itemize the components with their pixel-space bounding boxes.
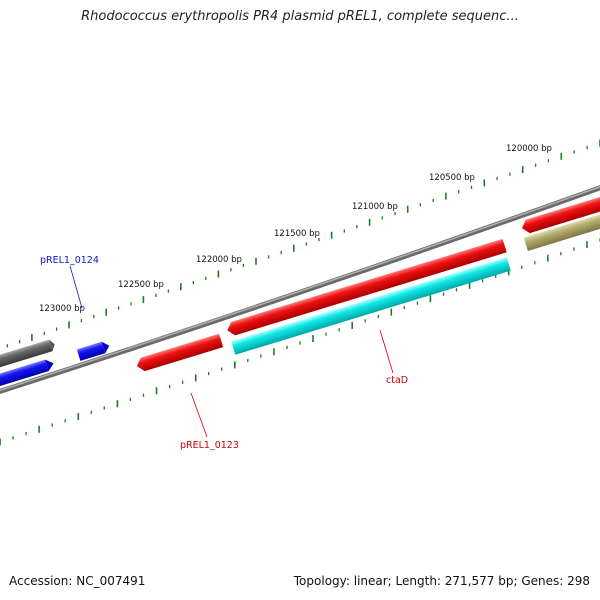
gene-blue-left[interactable] [0,358,55,389]
ruler-ticks-inner [0,238,600,446]
ruler-label-120500: 120500 bp [429,173,475,183]
gene-olive-right[interactable] [523,211,600,251]
gene-label-pREL1_0123: pREL1_0123 [180,440,239,451]
gene-gray-left[interactable] [0,338,56,369]
map-title: Rhodococcus erythropolis PR4 plasmid pRE… [81,9,519,24]
ruler-labels: 120000 bp 120500 bp 121000 bp 121500 bp … [39,144,552,314]
ruler-label-120000: 120000 bp [506,144,552,154]
gene-label-ctaD: ctaD [386,375,408,386]
plasmid-backbone [0,185,600,395]
label-leaders [69,265,394,438]
topology-summary: Topology: linear; Length: 271,577 bp; Ge… [293,574,590,588]
gene-red-upper[interactable] [225,238,507,337]
ruler-label-121000: 121000 bp [352,202,398,212]
gene-ctaD[interactable] [231,257,511,355]
gene-pREL1_0124[interactable] [76,340,111,361]
ruler-ticks-outer [6,139,600,348]
ruler-label-122000: 122000 bp [196,255,242,265]
ruler-label-123000: 123000 bp [39,304,85,314]
gene-pREL1_0123[interactable] [135,333,224,373]
gene-red-right[interactable] [520,193,600,235]
accession-text: Accession: NC_007491 [9,574,146,588]
ruler-label-122500: 122500 bp [118,280,164,290]
gene-label-pREL1_0124: pREL1_0124 [40,255,99,266]
gene-labels: pREL1_0124 ctaD pREL1_0123 [40,255,408,451]
ruler-label-121500: 121500 bp [274,229,320,239]
